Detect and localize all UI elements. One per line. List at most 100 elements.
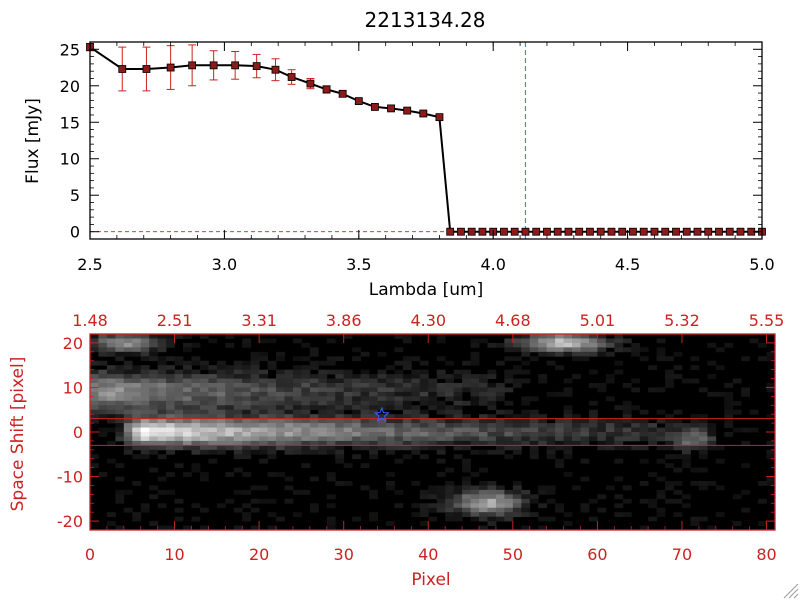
spectrum-pixel	[284, 405, 294, 411]
spectrum-pixel	[352, 383, 362, 388]
spectrum-pixel	[605, 396, 615, 402]
spectrum-pixel	[149, 521, 159, 526]
spectrum-pixel	[106, 347, 116, 353]
spectrum-pixel	[292, 440, 302, 446]
spectrum-pixel	[648, 427, 658, 433]
spectrum-pixel	[140, 396, 150, 402]
spectrum-pixel	[369, 445, 378, 451]
spectrum-pixel	[385, 423, 395, 428]
spectrum-pixel	[479, 512, 488, 518]
flux-data-point	[338, 89, 347, 98]
spectrum-pixel	[673, 423, 683, 428]
spectrum-pixel	[208, 409, 218, 415]
spectrum-pixel	[106, 383, 116, 388]
spectrum-pixel	[250, 440, 260, 446]
spectrum-pixel	[555, 458, 564, 464]
flux-x-tick-label: 5.0	[749, 255, 774, 274]
spectrum-pixel	[580, 423, 590, 428]
spectrum-pixel	[106, 409, 116, 415]
spectrum-pixel	[352, 427, 362, 433]
spectrum-pixel	[369, 512, 378, 518]
spectrum-pixel	[301, 396, 311, 402]
flux-plot-area	[86, 42, 766, 239]
spectrum-pixel	[276, 427, 285, 433]
spectrum-pixel	[199, 396, 209, 402]
spectrum-pixel	[741, 387, 751, 393]
spectrum-pixel	[690, 414, 700, 420]
spectrum-pixel	[504, 489, 514, 495]
spectrum-pixel	[462, 498, 471, 504]
spectrum-pixel	[292, 489, 302, 495]
spectrum-pixel	[394, 391, 404, 397]
spectrum-pixel	[106, 427, 116, 433]
spectrum-pixel	[614, 445, 624, 451]
spectrum-pixel	[106, 351, 116, 357]
spectrum-pixel	[166, 489, 175, 495]
flux-data-point	[209, 61, 218, 70]
spectrum-pixel	[698, 436, 708, 442]
spectrum-pixel	[301, 436, 311, 442]
spectrum-pixel	[90, 334, 99, 339]
spectrum-pixel	[233, 387, 243, 393]
spectrum-pixel	[292, 445, 302, 451]
spectrum-pixel	[369, 436, 378, 442]
spectrum-pixel	[132, 445, 142, 451]
spectrum-pixel	[115, 494, 125, 500]
spectrum-pixel	[428, 378, 438, 384]
spectrum-pixel	[149, 409, 159, 415]
spectrum-pixel	[343, 427, 353, 433]
spectrum-pixel	[597, 423, 607, 428]
spectrum-pixel	[681, 423, 691, 428]
wavelength-top-tick-label: 4.68	[495, 311, 531, 330]
spectrum-pixel	[174, 445, 184, 451]
spectrum-pixel	[360, 400, 370, 406]
spectrum-pixel	[597, 436, 607, 442]
spectrum-pixel	[284, 427, 294, 433]
spectrum-pixel	[259, 400, 268, 406]
spectrum-pixel	[614, 338, 624, 344]
spectrum-pixel	[698, 445, 708, 451]
spectrum-pixel	[157, 454, 167, 460]
spectrum-pixel	[681, 463, 691, 469]
spectrum-pixel	[504, 516, 514, 522]
spectrum-pixel	[140, 342, 150, 348]
spectrum-pixel	[681, 436, 691, 442]
spectrum-pixel	[132, 418, 142, 424]
spectrum-pixel	[385, 432, 395, 437]
spectrum-pixel	[276, 387, 285, 393]
spectrum-pixel	[504, 454, 514, 460]
flux-data-point	[118, 65, 127, 73]
spectrum-pixel	[250, 369, 260, 375]
spectrum-pixel	[453, 387, 463, 393]
spectrum-pixel	[183, 414, 192, 420]
spectrum-pixel	[681, 440, 691, 446]
spectrum-pixel	[656, 338, 666, 344]
spectrum-image-panel: 0 10 20 30 40 50 60 70 80 1.48 2.51 3.31 3.86 4.30 4.…	[8, 311, 784, 590]
resize-grip-icon[interactable]	[783, 583, 799, 599]
spectrum-pixel	[106, 458, 116, 464]
spectrum-pixel	[183, 374, 192, 379]
spectrum-pixel	[123, 338, 133, 344]
spectrum-pixel	[504, 387, 514, 393]
spectrum-pixel	[512, 365, 522, 371]
spectrum-pixel	[665, 374, 674, 379]
spectrum-pixel	[157, 525, 167, 531]
pixel-x-tick-label: 40	[418, 545, 438, 564]
spectrum-pixel	[648, 436, 658, 442]
spectrum-pixel	[199, 378, 209, 384]
spectrum-pixel	[529, 342, 539, 348]
spectrum-pixel	[360, 387, 370, 393]
spectrum-pixel	[512, 334, 522, 339]
spectrum-pixel	[318, 391, 328, 397]
spectrum-pixel	[445, 414, 455, 420]
spectrum-pixel	[428, 489, 438, 495]
spectrum-pixel	[115, 347, 125, 353]
spectrum-pixel	[622, 498, 632, 504]
spectrum-image-overlay	[90, 406, 775, 446]
spectrum-pixel	[436, 485, 446, 491]
spectrum-pixel	[343, 383, 353, 388]
spectrum-pixel	[512, 378, 522, 384]
spectrum-pixel	[588, 347, 598, 353]
spectrum-pixel	[225, 378, 235, 384]
